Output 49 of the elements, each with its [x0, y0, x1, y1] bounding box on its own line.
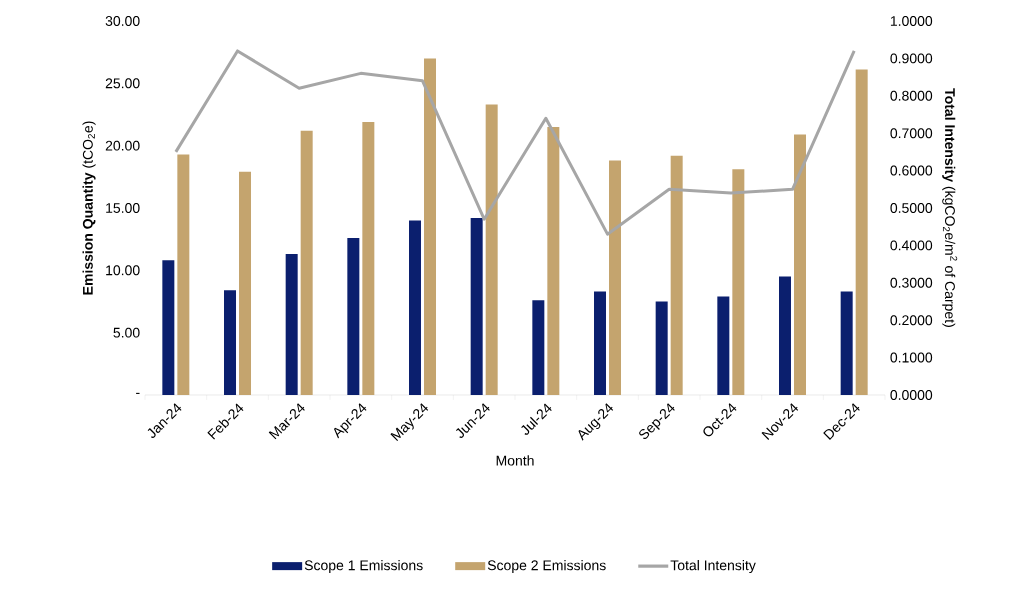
bar	[609, 160, 622, 395]
legend-label: Scope 1 Emissions	[304, 560, 423, 574]
y2-tick-label: 0.7000	[890, 128, 933, 139]
bar	[670, 155, 683, 395]
bar	[470, 217, 483, 395]
bar	[224, 290, 237, 395]
bar	[162, 260, 175, 395]
y-tick-label: 20.00	[105, 140, 140, 151]
bar	[485, 104, 498, 395]
y2-tick-label: 0.3000	[890, 277, 933, 288]
bar	[547, 126, 560, 395]
y2-tick-label: 0.1000	[890, 352, 933, 363]
y-tick-label: 30.00	[105, 16, 140, 26]
y-tick-label: 25.00	[105, 78, 140, 89]
y2-axis-title: Total Intensity (kgCO$_{2}$e/m$^{2}$ of Carpet)	[942, 88, 958, 327]
x-axis-title: Month	[496, 455, 534, 466]
y2-tick-label: 0.2000	[890, 315, 933, 326]
y2-tick-label: 0.0000	[890, 390, 933, 400]
y-tick-label: -	[136, 392, 140, 394]
bar	[794, 134, 806, 395]
y2-tick-label: 1.0000	[890, 16, 933, 26]
legend-label: Total Intensity	[670, 560, 756, 574]
bar	[177, 154, 190, 395]
bar	[285, 254, 298, 395]
line-series	[174, 49, 856, 236]
bar	[300, 130, 313, 395]
bar	[239, 171, 252, 395]
bar	[855, 69, 868, 395]
bar	[840, 291, 853, 395]
y-tick-label: 15.00	[106, 203, 140, 213]
bar	[409, 220, 422, 395]
bar	[717, 296, 730, 395]
bar	[732, 169, 745, 395]
y-tick-label: 5.00	[113, 327, 140, 338]
bar	[362, 121, 375, 395]
y-tick-label: 10.00	[106, 265, 140, 276]
y2-tick-label: 0.4000	[890, 240, 933, 251]
bar	[655, 301, 668, 395]
y2-tick-label: 0.6000	[890, 165, 933, 176]
y2-tick-label: 0.9000	[890, 53, 933, 64]
y2-tick-label: 0.8000	[890, 90, 933, 101]
bar	[532, 300, 545, 395]
y-axis-title: Emission Quantity (tCO$_{2}$e)	[82, 121, 96, 295]
bar	[594, 291, 607, 395]
bar	[424, 58, 437, 395]
y2-tick-label: 0.5000	[890, 203, 933, 213]
bar	[779, 276, 792, 395]
bar	[347, 237, 360, 395]
legend-label: Scope 2 Emissions	[487, 560, 606, 574]
